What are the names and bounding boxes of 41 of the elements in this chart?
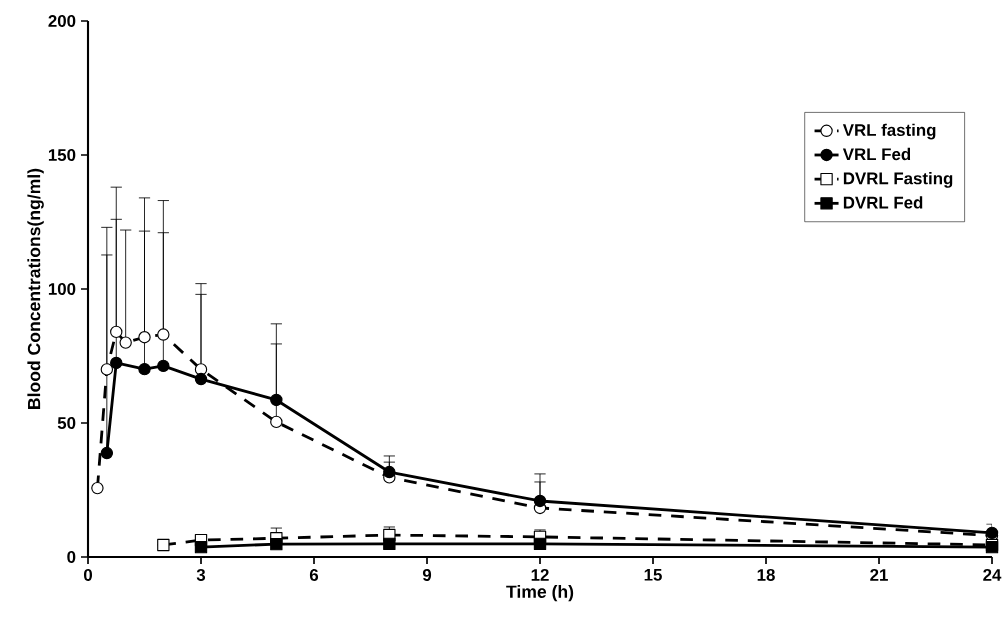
x-tick-label: 15 <box>644 569 662 581</box>
point <box>138 362 151 376</box>
point <box>194 540 208 554</box>
x-tick-label: 0 <box>83 569 92 581</box>
point <box>533 494 547 508</box>
x-tick-label: 3 <box>196 569 206 581</box>
point <box>157 359 170 373</box>
x-tick-label: 6 <box>309 569 319 581</box>
x-tick-label: 21 <box>870 569 888 581</box>
point <box>533 537 547 551</box>
x-tick-label: 18 <box>757 569 775 581</box>
point <box>110 356 123 370</box>
point <box>270 537 283 551</box>
y-tick-label: 0 <box>67 551 76 563</box>
point <box>157 538 170 552</box>
point <box>119 336 132 349</box>
legend-label: VRL fasting <box>842 123 936 140</box>
x-tick-label: 12 <box>531 569 549 581</box>
point <box>110 325 123 339</box>
point <box>157 328 170 341</box>
point <box>194 372 208 386</box>
point <box>270 393 283 407</box>
legend-label: VRL Fed <box>842 147 911 161</box>
x-tick-label: 24 <box>983 569 1002 581</box>
y-tick-label: 200 <box>48 15 76 27</box>
point <box>138 331 151 344</box>
point <box>194 363 208 376</box>
point <box>91 481 104 495</box>
point <box>270 415 283 429</box>
point <box>383 465 396 479</box>
y-tick-label: 150 <box>48 149 76 161</box>
point <box>100 446 114 460</box>
x-axis-title: Time (h) <box>506 584 574 602</box>
y-tick-label: 50 <box>57 417 76 429</box>
point <box>100 363 114 376</box>
x-tick-label: 9 <box>422 569 432 581</box>
y-axis-title: Blood Concentrations(ng/ml) <box>27 168 44 409</box>
y-tick-label: 100 <box>48 283 76 295</box>
legend-label: DVRL Fasting <box>843 172 953 188</box>
legend-label: DVRL Fed <box>843 196 923 209</box>
point <box>383 537 396 551</box>
